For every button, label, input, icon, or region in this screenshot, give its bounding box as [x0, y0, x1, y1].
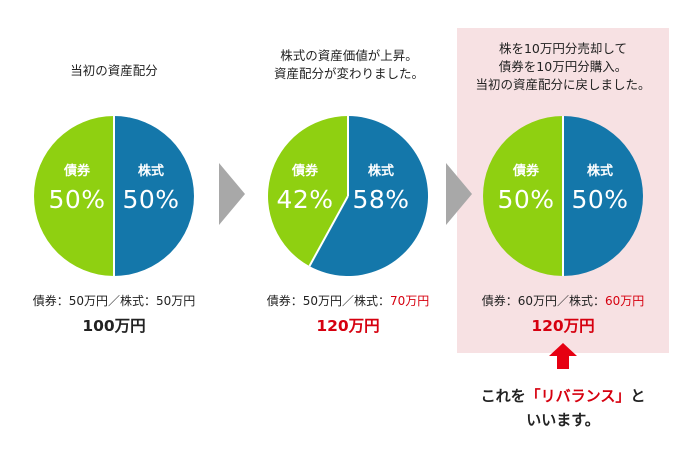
panel-1-bond-name: 債券 — [63, 164, 90, 179]
panel-2-pie-svg — [268, 116, 429, 276]
panel-1-stock-name: 株式 — [137, 164, 164, 179]
panel-3-stock-slice — [563, 116, 643, 276]
panel-1-breakdown-bond: 債券：50万円 — [32, 294, 108, 308]
rebalance-note-suffix: と — [630, 387, 646, 405]
panel-2-caption-line-1: 株式の資産価値が上昇。 — [280, 48, 418, 63]
panel-1-bond-percent: 50% — [48, 185, 106, 214]
panel-2-breakdown-stock-value: 70万円 — [390, 294, 430, 308]
panel-2-bond-label: 債券 42% — [270, 160, 340, 214]
rebalance-note-line-1: これを「リバランス」と — [452, 384, 674, 408]
panel-3-breakdown-separator: ／ — [556, 294, 569, 308]
panel-1-stock-label: 株式 50% — [116, 160, 186, 214]
panel-3-pie-svg — [483, 116, 643, 276]
panel-1-pie-chart: 債券 50% 株式 50% — [34, 116, 194, 276]
rebalance-note: これを「リバランス」と いいます。 — [452, 384, 674, 432]
arrow-up-icon — [549, 343, 577, 369]
panel-3-bond-percent: 50% — [497, 185, 555, 214]
panel-3-stock-label: 株式 50% — [565, 160, 635, 214]
panel-2-stock-label: 株式 58% — [346, 160, 416, 214]
rebalance-term: 「リバランス」 — [525, 387, 631, 405]
panel-1-breakdown-stock-value: 50万円 — [156, 294, 196, 308]
panel-1-breakdown: 債券：50万円／株式：50万円 — [14, 292, 214, 309]
panel-2-bond-percent: 42% — [276, 185, 334, 214]
panel-3-bond-label: 債券 50% — [491, 160, 561, 214]
panel-3-caption: 株を10万円分売却して 債券を10万円分購入。 当初の資産配分に戻しました。 — [457, 40, 669, 94]
panel-1-caption-line-1: 当初の資産配分 — [70, 63, 158, 78]
panel-2-breakdown-separator: ／ — [341, 294, 354, 308]
panel-2-bond-slice — [268, 116, 348, 267]
panel-1-stock-slice — [114, 116, 194, 276]
arrow-right-icon — [446, 163, 472, 225]
panel-1-stock-percent: 50% — [122, 185, 180, 214]
panel-3-bond-slice — [483, 116, 563, 276]
panel-3-stock-name: 株式 — [586, 164, 613, 179]
panel-3-breakdown-stock-value: 60万円 — [605, 294, 645, 308]
panel-3-caption-line-2: 債券を10万円分購入。 — [498, 59, 628, 74]
panel-3-caption-line-3: 当初の資産配分に戻しました。 — [475, 77, 651, 92]
panel-1-breakdown-separator: ／ — [107, 294, 120, 308]
panel-2-pie-chart: 債券 42% 株式 58% — [268, 116, 429, 276]
panel-3-total: 120万円 — [531, 317, 595, 335]
panel-2-caption-line-2: 資産配分が変わりました。 — [273, 66, 424, 81]
panel-1-bond-slice — [34, 116, 114, 276]
arrow-right-icon — [219, 163, 245, 225]
panel-1-pie-svg — [34, 116, 194, 276]
panel-2-bond-name: 債券 — [291, 164, 318, 179]
panel-3-breakdown-stock-label: 株式： — [569, 294, 606, 308]
panel-2-breakdown-bond: 債券：50万円 — [266, 294, 342, 308]
panel-1-breakdown-stock-label: 株式： — [120, 294, 157, 308]
panel-1-caption: 当初の資産配分 — [24, 62, 204, 80]
panel-2-stock-percent: 58% — [352, 185, 410, 214]
panel-3-breakdown-bond: 債券：60万円 — [481, 294, 557, 308]
panel-2-stock-name: 株式 — [367, 164, 394, 179]
panel-3-caption-line-1: 株を10万円分売却して — [498, 41, 628, 56]
panel-1-total: 100万円 — [82, 317, 146, 335]
panel-3-stock-percent: 50% — [571, 185, 629, 214]
panel-3-breakdown: 債券：60万円／株式：60万円 — [463, 292, 663, 309]
panel-2-slice-divider-end — [308, 195, 349, 267]
panel-2-stock-slice — [309, 116, 429, 276]
rebalance-note-prefix: これを — [480, 387, 526, 405]
panel-3-pie-chart: 債券 50% 株式 50% — [483, 116, 643, 276]
rebalance-note-line-2: いいます。 — [526, 411, 600, 429]
panel-2-breakdown: 債券：50万円／株式：70万円 — [248, 292, 448, 309]
panel-2-total: 120万円 — [316, 317, 380, 335]
panel-1-bond-label: 債券 50% — [42, 160, 112, 214]
panel-2-caption: 株式の資産価値が上昇。 資産配分が変わりました。 — [244, 47, 454, 83]
panel-2-breakdown-stock-label: 株式： — [354, 294, 391, 308]
panel-3-bond-name: 債券 — [512, 164, 539, 179]
